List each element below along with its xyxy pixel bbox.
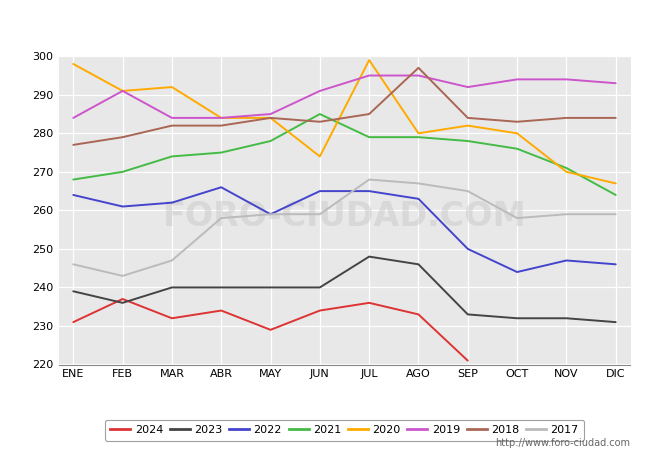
Legend: 2024, 2023, 2022, 2021, 2020, 2019, 2018, 2017: 2024, 2023, 2022, 2021, 2020, 2019, 2018…	[105, 419, 584, 441]
Text: Afiliados en Montalbán a 30/9/2024: Afiliados en Montalbán a 30/9/2024	[155, 14, 495, 33]
Text: http://www.foro-ciudad.com: http://www.foro-ciudad.com	[495, 438, 630, 448]
Text: FORO-CIUDAD.COM: FORO-CIUDAD.COM	[162, 200, 526, 233]
